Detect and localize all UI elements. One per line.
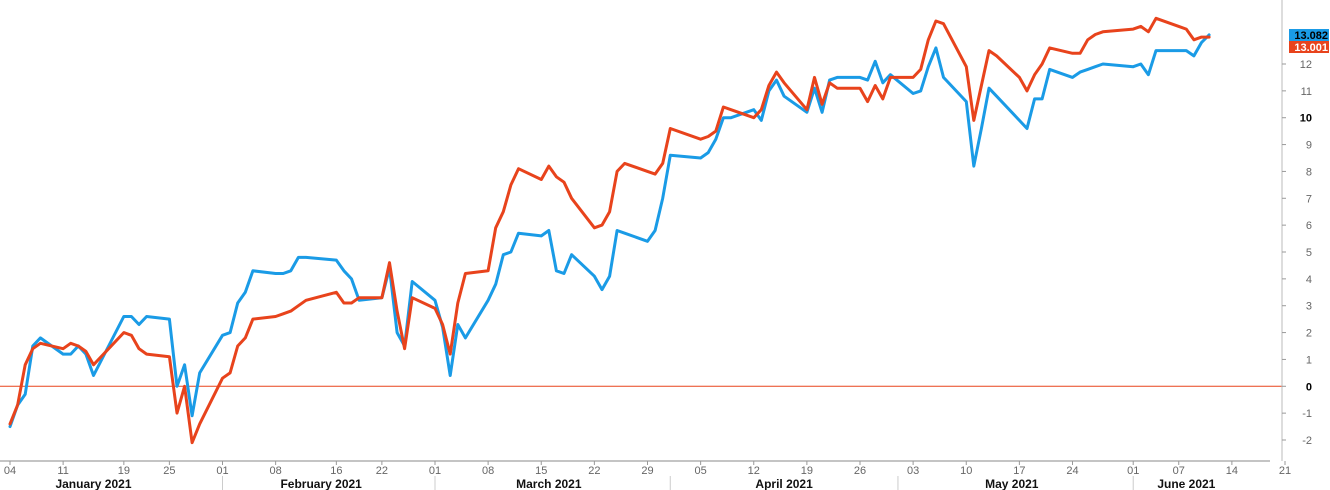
month-label: January 2021 [55,477,131,490]
y-tick-label: 5 [1306,247,1312,259]
last-value-badge [1289,29,1329,41]
month-label: February 2021 [280,477,362,490]
y-tick-label: 7 [1306,193,1312,205]
x-tick-label: 10 [960,465,972,477]
x-tick-label: 16 [330,465,342,477]
x-tick-label: 12 [748,465,760,477]
x-tick-label: 07 [1173,465,1185,477]
y-tick-label: 9 [1306,140,1312,152]
x-tick-label: 19 [801,465,813,477]
month-label: March 2021 [516,477,582,490]
month-label: April 2021 [755,477,813,490]
y-tick-label: 10 [1300,113,1312,125]
x-tick-label: 11 [57,465,68,477]
x-tick-label: 01 [1127,465,1139,477]
series-layer [8,16,1211,445]
x-tick-label: 29 [641,465,653,477]
x-tick-label: 08 [482,465,494,477]
month-label: June 2021 [1157,477,1215,490]
x-tick-label: 24 [1066,465,1078,477]
last-value-label: 13.082 [1294,30,1328,42]
x-tick-label: 01 [429,465,441,477]
x-axis: 04 11 19 25 01 08 16 22 01 08 15 22 29 05 12 19 26 03 10 17… [0,460,1291,490]
y-tick-label: -1 [1302,408,1312,420]
y-tick-label: 11 [1301,86,1312,98]
x-tick-label: 22 [588,465,600,477]
x-tick-label: 04 [4,465,16,477]
y-tick-label: 8 [1306,166,1312,178]
month-label: May 2021 [985,477,1039,490]
y-tick-label: -2 [1302,435,1312,447]
x-tick-label: 14 [1226,465,1238,477]
y-tick-label: 4 [1306,274,1312,286]
x-tick-label: 19 [118,465,130,477]
last-value-label: 13.001 [1294,42,1328,54]
series-line-2 [8,16,1211,445]
series-line-1 [8,33,1211,429]
y-tick-label: 6 [1306,220,1312,232]
y-tick-label: 2 [1306,328,1312,340]
x-tick-label: 25 [163,465,175,477]
x-tick-label: 22 [376,465,388,477]
x-tick-label: 05 [695,465,707,477]
y-tick-label: 3 [1306,301,1312,313]
x-tick-label: 21 [1279,465,1291,477]
last-value-badge [1289,41,1329,53]
y-tick-label: 1 [1306,354,1312,366]
y-tick-label: 12 [1300,59,1312,71]
x-tick-label: 17 [1013,465,1025,477]
y-tick-label: 0 [1306,381,1312,393]
x-tick-label: 01 [216,465,228,477]
x-tick-label: 03 [907,465,919,477]
x-tick-label: 26 [854,465,866,477]
x-tick-label: 08 [270,465,282,477]
x-tick-label: 15 [535,465,547,477]
